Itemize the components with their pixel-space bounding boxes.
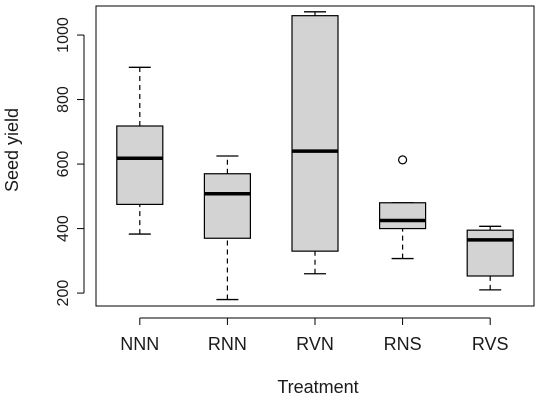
x-tick-label-rvs: RVS (472, 334, 509, 354)
x-tick-label-rnn: RNN (208, 334, 247, 354)
iqr-box-rvs (466, 229, 514, 277)
iqr-box-nnn (116, 125, 164, 205)
y-tick-label-800: 800 (55, 86, 72, 113)
y-axis-label: Seed yield (2, 108, 22, 192)
x-axis: NNN RNN RVN RNS RVS (120, 317, 509, 354)
x-tick-label-rvn: RVN (296, 334, 334, 354)
iqr-box-rns (379, 202, 427, 230)
x-axis-label: Treatment (277, 377, 358, 397)
iqr-box-rvn (291, 15, 339, 252)
x-tick-label-rns: RNS (384, 334, 422, 354)
y-tick-label-200: 200 (55, 280, 72, 307)
box-rnn (203, 155, 251, 301)
box-rvn (291, 11, 339, 275)
y-tick-label-600: 600 (55, 151, 72, 178)
x-tick-label-nnn: NNN (120, 334, 159, 354)
iqr-box-rnn (203, 173, 251, 239)
y-tick-label-400: 400 (55, 215, 72, 242)
box-rns (379, 155, 427, 260)
box-rvs (466, 225, 514, 291)
boxes-layer (116, 11, 514, 301)
y-tick-label-1000: 1000 (55, 17, 72, 53)
plot-frame (95, 5, 535, 307)
box-nnn (116, 66, 164, 235)
y-axis: 200 400 600 800 1000 (55, 17, 85, 307)
outlier-point-rns-0 (398, 155, 408, 165)
